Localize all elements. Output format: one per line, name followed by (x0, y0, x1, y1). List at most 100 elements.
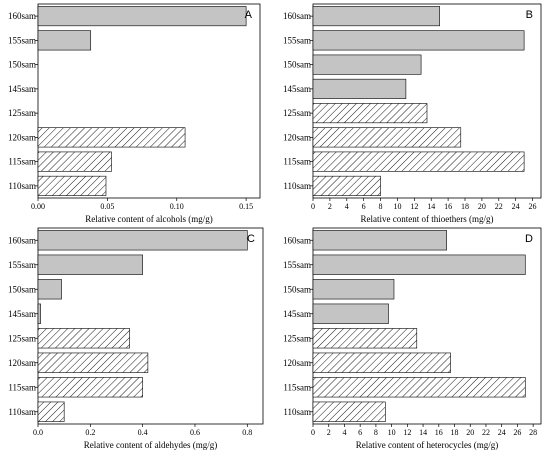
category-label: 150sam (8, 60, 36, 70)
x-tick-label: 12 (403, 428, 411, 437)
x-axis-title: Relative content of aldehydes (mg/g) (84, 440, 217, 450)
x-tick-label: 12 (410, 202, 418, 211)
category-label: 145sam (283, 309, 311, 319)
category-label: 155sam (283, 35, 311, 45)
x-tick-label: 0.0 (33, 428, 43, 437)
bar-160sam (37, 230, 248, 251)
x-tick-label: 4 (345, 202, 349, 211)
category-label: 155sam (8, 35, 36, 45)
category-label: 125sam (283, 108, 311, 118)
x-tick-label: 20 (466, 428, 474, 437)
bar-115sam (37, 377, 143, 398)
category-label: 145sam (8, 84, 36, 94)
bar-110sam (312, 401, 386, 422)
category-label: 120sam (283, 132, 311, 142)
bar-160sam (37, 6, 247, 27)
category-label: 150sam (283, 284, 311, 294)
bar-125sam (312, 103, 428, 124)
x-tick-label: 14 (427, 202, 435, 211)
x-tick-label: 8 (379, 202, 383, 211)
bar-115sam (37, 151, 112, 172)
bar-160sam (312, 6, 440, 27)
category-label: 150sam (8, 284, 36, 294)
x-tick-label: 0 (311, 202, 315, 211)
category-label: 120sam (8, 132, 36, 142)
bar-120sam (312, 127, 462, 148)
bar-115sam (312, 151, 525, 172)
panel-letter: B (526, 9, 533, 21)
x-tick-label: 0.6 (190, 428, 200, 437)
category-label: 160sam (8, 11, 36, 21)
bar-150sam (312, 54, 422, 75)
chart-panel-a: 160sam 155sam 150sam 145sam 125sam 120sam 115s… (8, 3, 261, 224)
panel-letter: A (245, 9, 253, 21)
bar-145sam (312, 78, 407, 99)
category-label: 155sam (8, 260, 36, 270)
x-tick-label: 20 (478, 202, 486, 211)
x-axis-title: Relative content of thioethers (mg/g) (361, 214, 494, 224)
x-tick-label: 2 (327, 428, 331, 437)
category-label: 115sam (283, 157, 311, 167)
plot-frame (37, 3, 261, 199)
bar-115sam (312, 377, 526, 398)
category-label: 115sam (283, 382, 311, 392)
plot-frame (312, 227, 542, 425)
x-tick-label: 10 (388, 428, 396, 437)
category-label: 120sam (283, 358, 311, 368)
x-tick-label: 10 (393, 202, 401, 211)
category-label: 110sam (8, 407, 36, 417)
bar-110sam (37, 401, 65, 422)
bar-125sam (37, 328, 130, 349)
plot-frame (312, 3, 542, 199)
category-label: 160sam (283, 11, 311, 21)
x-tick-label: 24 (498, 428, 506, 437)
x-axis-title: Relative content of heterocycles (mg/g) (356, 440, 498, 450)
bar-155sam (312, 254, 526, 275)
x-tick-label: 16 (435, 428, 443, 437)
category-label: 125sam (283, 333, 311, 343)
x-tick-label: 6 (358, 428, 362, 437)
x-tick-label: 2 (328, 202, 332, 211)
bar-125sam (312, 328, 418, 349)
chart-panel-c: 160sam 155sam 150sam 145sam 125sam 120sam 115s… (8, 227, 264, 450)
category-label: 120sam (8, 358, 36, 368)
x-tick-label: 24 (512, 202, 520, 211)
bar-110sam (37, 175, 107, 196)
x-tick-label: 22 (482, 428, 490, 437)
x-tick-label: 0.00 (31, 202, 45, 211)
category-label: 110sam (283, 407, 311, 417)
x-axis-title: Relative content of alcohols (mg/g) (85, 214, 212, 224)
bar-155sam (37, 30, 92, 51)
x-tick-label: 0.8 (242, 428, 252, 437)
x-tick-label: 18 (461, 202, 469, 211)
plot-frame (37, 227, 264, 425)
category-label: 160sam (283, 235, 311, 245)
panel-letter: D (525, 233, 533, 245)
x-tick-label: 0.05 (100, 202, 114, 211)
category-label: 145sam (8, 309, 36, 319)
x-tick-label: 0 (311, 428, 315, 437)
bar-145sam (37, 303, 41, 324)
bar-120sam (37, 352, 149, 373)
bar-120sam (312, 352, 451, 373)
x-tick-label: 26 (529, 202, 537, 211)
panel-letter: C (247, 233, 255, 245)
chart-panel-b: 160sam 155sam 150sam 145sam 125sam 120sam 115s… (283, 3, 542, 224)
category-label: 115sam (8, 157, 36, 167)
category-label: 115sam (8, 382, 36, 392)
x-tick-label: 6 (362, 202, 366, 211)
category-label: 150sam (283, 60, 311, 70)
category-label: 125sam (8, 333, 36, 343)
category-label: 160sam (8, 235, 36, 245)
bar-155sam (312, 30, 525, 51)
x-tick-label: 0.10 (170, 202, 184, 211)
x-tick-label: 22 (495, 202, 503, 211)
category-label: 155sam (283, 260, 311, 270)
bar-150sam (312, 279, 395, 300)
x-tick-label: 26 (513, 428, 521, 437)
x-tick-label: 16 (444, 202, 452, 211)
bar-145sam (312, 303, 389, 324)
category-label: 110sam (8, 181, 36, 191)
x-tick-label: 14 (419, 428, 427, 437)
